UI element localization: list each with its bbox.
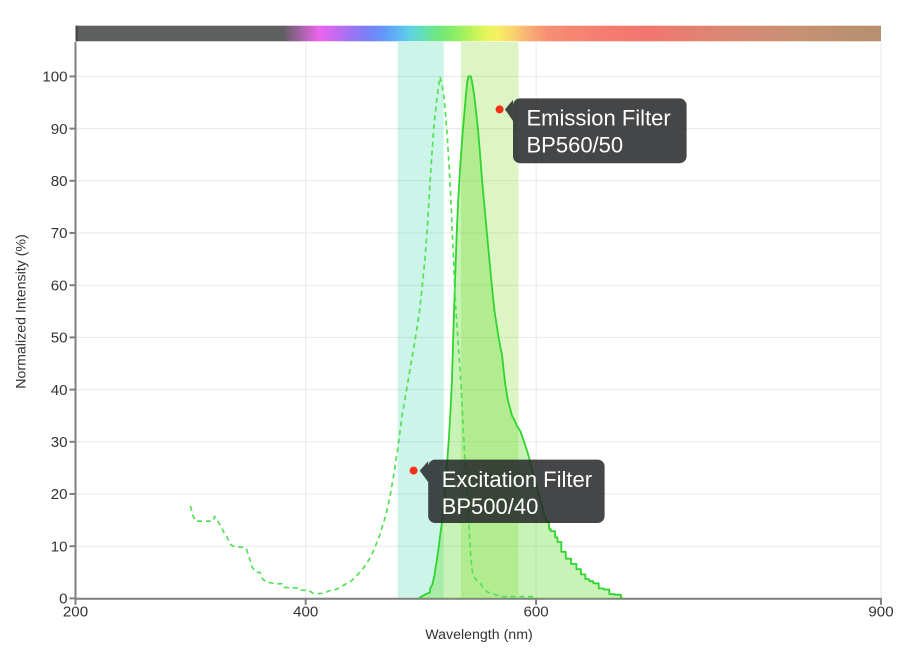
svg-text:40: 40 — [51, 382, 68, 399]
svg-text:0: 0 — [59, 591, 67, 608]
svg-text:10: 10 — [51, 538, 68, 555]
svg-text:90: 90 — [51, 121, 68, 138]
svg-text:60: 60 — [51, 277, 68, 294]
svg-text:20: 20 — [51, 486, 68, 503]
svg-text:70: 70 — [51, 225, 68, 242]
svg-text:Excitation Filter: Excitation Filter — [442, 467, 592, 492]
svg-text:Wavelength (nm): Wavelength (nm) — [425, 627, 533, 643]
svg-text:50: 50 — [51, 330, 68, 347]
svg-text:80: 80 — [51, 173, 68, 190]
svg-text:Normalized Intensity (%): Normalized Intensity (%) — [14, 234, 30, 389]
svg-text:Emission Filter: Emission Filter — [527, 106, 671, 131]
svg-text:BP500/40: BP500/40 — [442, 494, 539, 519]
svg-text:100: 100 — [42, 69, 67, 86]
svg-text:400: 400 — [293, 603, 318, 620]
svg-text:600: 600 — [524, 603, 549, 620]
svg-text:200: 200 — [63, 603, 88, 620]
svg-text:30: 30 — [51, 434, 68, 451]
svg-text:BP560/50: BP560/50 — [527, 133, 624, 158]
svg-text:900: 900 — [868, 603, 893, 620]
